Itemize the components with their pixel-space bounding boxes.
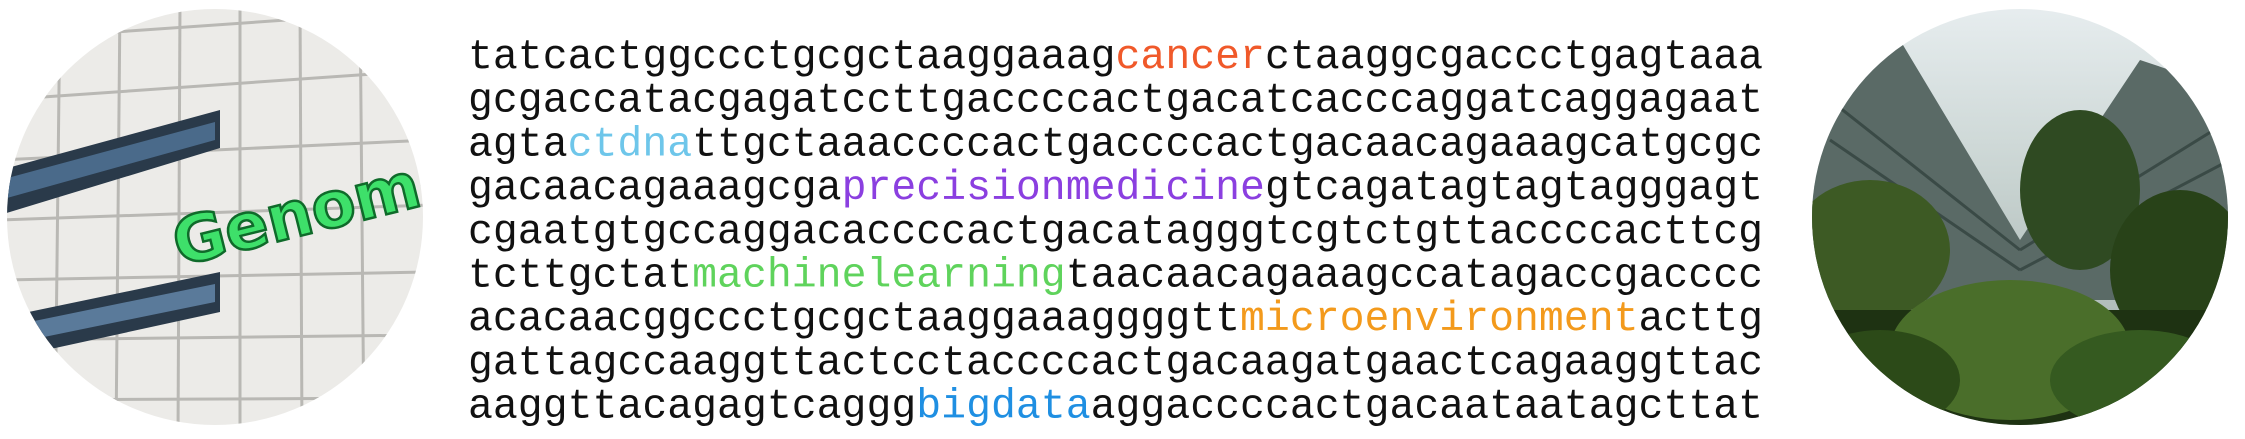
sequence-line: gcgaccatacgagatccttgaccccactgacatcacccag… — [468, 78, 1763, 125]
sequence-segment: acacaacggccctgcgctaaggaaaggggtt — [468, 296, 1240, 343]
sequence-segment: tatcactggccctgcgctaaggaaag — [468, 34, 1116, 81]
sequence-line: tcttgctatmachinelearningtaacaacagaaagcca… — [468, 252, 1763, 299]
sequence-segment: gcgaccatacgagatccttgaccccactgacatcacccag… — [468, 78, 1763, 125]
sequence-segment: tcttgctat — [468, 252, 692, 299]
sequence-segment: ctaaggcgaccctgagtaaa — [1265, 34, 1763, 81]
sequence-segment: taacaacagaaagccatagaccgacccc — [1066, 252, 1763, 299]
keyword: bigdata — [916, 384, 1090, 431]
sequence-segment: acttg — [1639, 296, 1764, 343]
sequence-segment: ttgctaaaccccactgaccccactgacaacagaaagcatg… — [692, 121, 1763, 168]
sequence-line: cgaatgtgccaggacaccccactgacatagggtcgtctgt… — [468, 209, 1763, 256]
keyword: cancer — [1116, 34, 1265, 81]
sequence-line: gattagccaaggttactcctaccccactgacaagatgaac… — [468, 340, 1763, 387]
sequence-line: acacaacggccctgcgctaaggaaaggggttmicroenvi… — [468, 296, 1763, 343]
sequence-segment: gacaacagaaagcga — [468, 165, 842, 212]
sequence-segment: agta — [468, 121, 568, 168]
sequence-block: tatcactggccctgcgctaaggaaagcancerctaaggcg… — [468, 34, 1763, 431]
sequence-line: tatcactggccctgcgctaaggaaagcancerctaaggcg… — [468, 34, 1763, 81]
sequence-segment: aaggttacagagtcaggg — [468, 384, 916, 431]
sequence-segment: gtcagatagtagtagggagt — [1265, 165, 1763, 212]
sequence-line: gacaacagaaagcgaprecisionmedicinegtcagata… — [468, 165, 1763, 212]
sequence-segment: gattagccaaggttactcctaccccactgacaagatgaac… — [468, 340, 1763, 387]
keyword: microenvironment — [1240, 296, 1638, 343]
garden-building-photo — [1812, 9, 2228, 425]
sequence-line: aaggttacagagtcagggbigdataaggaccccactgaca… — [468, 384, 1763, 431]
keyword: ctdna — [568, 121, 693, 168]
sequence-segment: cgaatgtgccaggacaccccactgacatagggtcgtctgt… — [468, 209, 1763, 256]
keyword: machinelearning — [692, 252, 1066, 299]
genome-building-photo: Genome — [7, 9, 423, 425]
keyword: precisionmedicine — [842, 165, 1265, 212]
sequence-segment: aggaccccactgacaataatagcttat — [1091, 384, 1763, 431]
sequence-line: agtactdnattgctaaaccccactgaccccactgacaaca… — [468, 121, 1763, 168]
